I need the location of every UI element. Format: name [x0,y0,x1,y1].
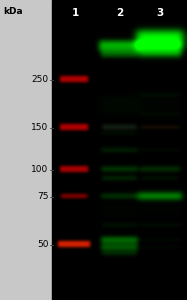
Text: 150: 150 [31,123,49,132]
Bar [52,0,187,300]
Text: 50: 50 [37,240,49,249]
Text: 100: 100 [31,165,49,174]
Text: 2: 2 [116,8,123,17]
Text: 3: 3 [157,8,164,17]
Text: 1: 1 [72,8,79,17]
Text: 250: 250 [31,75,49,84]
Text: 75: 75 [37,192,49,201]
Bar [0,0,52,300]
Text: kDa: kDa [4,8,23,16]
